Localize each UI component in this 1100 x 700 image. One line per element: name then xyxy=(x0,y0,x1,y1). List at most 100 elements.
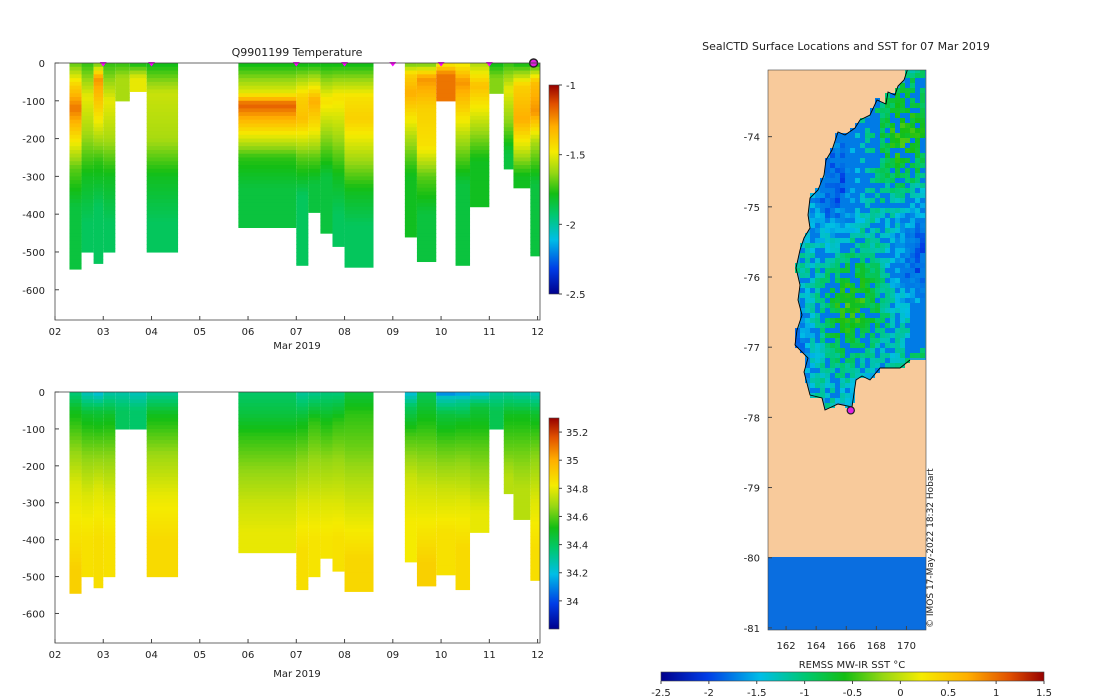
sst-cell xyxy=(810,263,815,268)
profile-cell xyxy=(332,229,345,234)
sst-cell xyxy=(920,98,925,103)
profile-cell xyxy=(81,543,94,548)
profile-cell xyxy=(404,78,417,83)
profile-cell xyxy=(69,221,82,227)
sst-cell xyxy=(890,298,895,303)
sst-cell xyxy=(890,268,895,273)
profile-cell xyxy=(69,217,82,223)
sst-cell xyxy=(870,158,875,163)
sst-cell xyxy=(910,343,915,348)
sst-cell xyxy=(905,263,910,268)
map-y-tick-label: -75 xyxy=(744,203,760,214)
sst-cell xyxy=(855,233,860,238)
profile-cell xyxy=(455,454,471,460)
profile-cell xyxy=(69,535,82,541)
profile-cell xyxy=(93,469,104,474)
sst-cell xyxy=(900,178,905,183)
y-tick-label: 0 xyxy=(39,388,45,399)
profile-cell xyxy=(238,499,297,504)
profile-cell xyxy=(530,417,540,423)
profile-cell xyxy=(513,138,531,143)
sst-cell xyxy=(885,233,890,238)
sst-cell xyxy=(810,228,815,233)
profile-cell xyxy=(146,202,179,208)
profile-cell xyxy=(115,399,130,404)
profile-column xyxy=(320,392,333,559)
profile-cell xyxy=(416,547,437,552)
profile-cell xyxy=(404,414,417,419)
profile-cell xyxy=(320,421,333,426)
profile-cell xyxy=(296,233,309,238)
sst-cell xyxy=(900,313,905,318)
profile-cell xyxy=(344,202,374,208)
sst-cell xyxy=(815,313,820,318)
sst-cell xyxy=(870,163,875,168)
sst-cell xyxy=(860,328,865,333)
profile-cell xyxy=(513,142,531,147)
sst-cell xyxy=(840,173,845,178)
sst-cell xyxy=(875,348,880,353)
sst-cell xyxy=(905,83,910,88)
map-x-tick-label: 170 xyxy=(897,641,916,652)
sst-cell xyxy=(820,378,825,383)
profile-cell xyxy=(69,123,82,128)
sst-cell xyxy=(825,278,830,283)
sst-cell xyxy=(810,303,815,308)
profile-cell xyxy=(344,263,374,268)
profile-cell xyxy=(344,414,374,419)
profile-cell xyxy=(332,506,345,511)
profile-cell xyxy=(455,535,471,541)
profile-cell xyxy=(129,403,147,408)
profile-cell xyxy=(332,510,345,515)
profile-cell xyxy=(103,248,116,253)
sst-cell xyxy=(815,278,820,283)
profile-cell xyxy=(503,443,514,448)
profile-cell xyxy=(146,447,179,452)
profile-cell xyxy=(455,244,471,249)
sst-cell xyxy=(910,138,915,143)
profile-cell xyxy=(103,425,116,430)
sst-cell xyxy=(865,233,870,238)
profile-cell xyxy=(470,146,490,151)
profile-cell xyxy=(332,146,345,151)
sst-cell xyxy=(805,293,810,298)
profile-cell xyxy=(530,469,540,474)
sst-cell xyxy=(840,143,845,148)
profile-cell xyxy=(308,403,321,408)
sst-cell xyxy=(910,173,915,178)
profile-cell xyxy=(238,195,297,200)
profile-cell xyxy=(404,495,417,500)
sst-cell xyxy=(905,78,910,83)
profile-cell xyxy=(308,465,321,471)
profile-cell xyxy=(103,517,116,522)
sst-cell xyxy=(855,228,860,233)
sst-cell xyxy=(800,273,805,278)
sst-cell xyxy=(830,343,835,348)
sst-cell xyxy=(910,303,915,308)
profile-cell xyxy=(69,251,82,257)
sst-cell xyxy=(855,193,860,198)
profile-cell xyxy=(332,165,345,170)
sst-cell xyxy=(850,198,855,203)
sst-cell xyxy=(815,363,820,368)
profile-cell xyxy=(103,142,116,147)
sst-cell xyxy=(865,333,870,338)
profile-cell xyxy=(332,491,345,496)
sst-cell xyxy=(815,198,820,203)
profile-cell xyxy=(503,476,514,482)
profile-cell xyxy=(332,421,345,426)
sst-cell xyxy=(910,198,915,203)
profile-cell xyxy=(81,491,94,496)
sst-cell xyxy=(810,243,815,248)
sst-cell xyxy=(910,223,915,228)
profile-cell xyxy=(69,149,82,155)
profile-cell xyxy=(69,462,82,467)
sst-cell xyxy=(835,188,840,193)
sst-cell xyxy=(800,318,805,323)
profile-cell xyxy=(238,108,297,113)
sst-cell xyxy=(865,258,870,263)
sst-cell xyxy=(840,308,845,313)
sst-cell xyxy=(890,193,895,198)
colorbar-tick-label: -1.5 xyxy=(566,151,586,162)
y-tick-label: 0 xyxy=(39,59,45,70)
